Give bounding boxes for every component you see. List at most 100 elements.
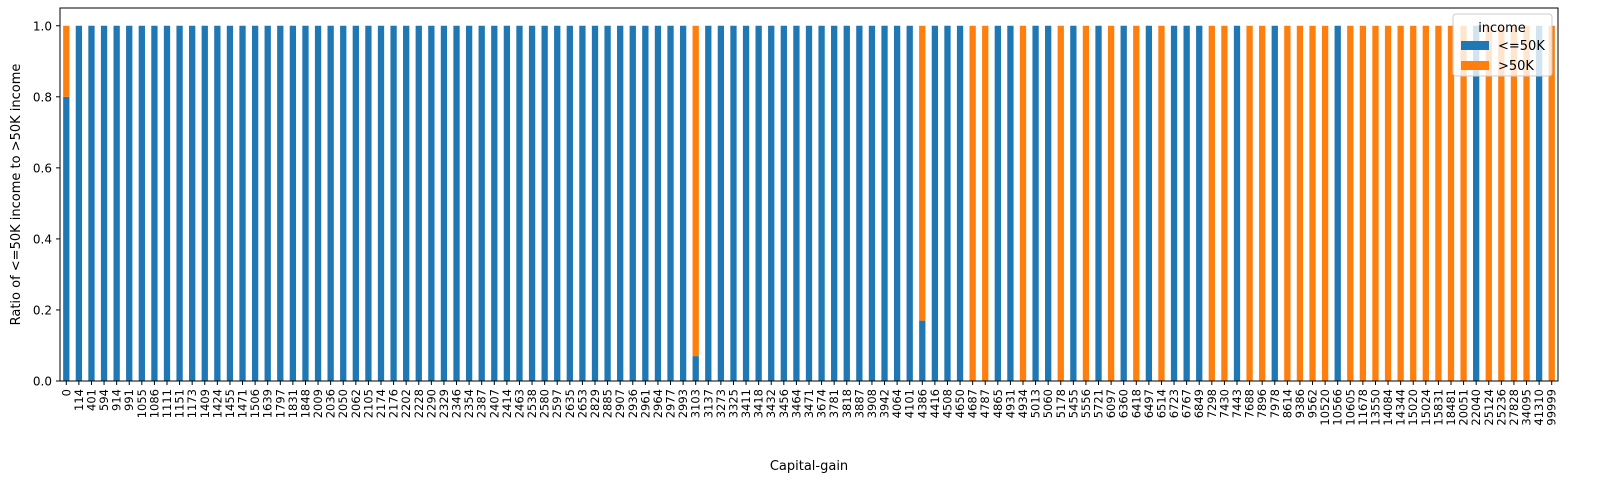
x-tick-label: 25124 xyxy=(1482,389,1496,426)
bar-le50k-2202 xyxy=(403,25,410,382)
x-tick-label: 4865 xyxy=(991,389,1005,418)
x-tick-label: 8614 xyxy=(1280,389,1294,418)
bar-gt50k-11678 xyxy=(1359,25,1367,382)
x-tick-label: 1471 xyxy=(236,389,250,418)
y-tick-label: 0.2 xyxy=(33,303,52,317)
bar-gt50k-0 xyxy=(63,25,70,97)
bar-le50k-1424 xyxy=(214,25,221,382)
bar-le50k-7443 xyxy=(1233,25,1241,382)
bar-le50k-6849 xyxy=(1196,25,1203,382)
bar-gt50k-15020 xyxy=(1410,25,1417,382)
x-tick-label: 7298 xyxy=(1205,389,1219,418)
bar-le50k-2290 xyxy=(428,25,435,382)
bar-gt50k-4934 xyxy=(1019,25,1027,382)
x-tick-label: 4687 xyxy=(966,389,980,418)
x-tick-label: 4386 xyxy=(915,389,929,418)
bar-le50k-4386 xyxy=(919,320,926,381)
bar-le50k-5721 xyxy=(1095,25,1102,382)
bar-le50k-5060 xyxy=(1045,25,1052,382)
bar-le50k-2635 xyxy=(566,25,573,382)
x-tick-label: 20051 xyxy=(1457,389,1471,426)
x-tick-label: 4416 xyxy=(928,389,942,418)
bar-gt50k-7896 xyxy=(1259,25,1266,382)
x-tick-label: 10605 xyxy=(1343,389,1357,426)
legend-swatch-gt50k xyxy=(1461,61,1489,70)
x-tick-label: 34095 xyxy=(1520,389,1534,426)
x-tick-label: 7688 xyxy=(1243,389,1257,418)
bar-le50k-2346 xyxy=(453,25,460,382)
x-tick-label: 6514 xyxy=(1154,389,1168,418)
bar-gt50k-15831 xyxy=(1435,25,1442,382)
x-tick-label: 3325 xyxy=(726,389,740,418)
x-tick-label: 2202 xyxy=(399,389,413,418)
x-tick-label: 3908 xyxy=(865,389,879,418)
x-tick-label: 10520 xyxy=(1318,389,1332,426)
bar-gt50k-4386 xyxy=(919,25,926,321)
y-tick-label: 0.0 xyxy=(33,375,52,389)
bar-gt50k-14344 xyxy=(1397,25,1404,382)
x-tick-label: 3137 xyxy=(701,389,715,418)
x-tick-label: 1086 xyxy=(147,389,161,418)
x-tick-label: 2414 xyxy=(500,389,514,418)
x-tick-label: 1639 xyxy=(261,389,275,418)
bar-gt50k-3103 xyxy=(692,25,699,357)
bar-le50k-2387 xyxy=(478,25,485,382)
x-tick-label: 1797 xyxy=(273,389,287,418)
bar-le50k-41310 xyxy=(1535,25,1543,382)
bar-le50k-2329 xyxy=(440,25,448,382)
bar-le50k-2062 xyxy=(352,25,359,382)
bar-gt50k-8614 xyxy=(1284,25,1291,382)
x-tick-label: 114 xyxy=(72,389,86,411)
bar-gt50k-13550 xyxy=(1372,25,1379,382)
bar-le50k-1055 xyxy=(138,25,145,382)
bar-le50k-2936 xyxy=(629,25,636,382)
bar-le50k-2977 xyxy=(667,25,674,382)
x-tick-label: 1055 xyxy=(135,389,149,418)
bar-le50k-4064 xyxy=(893,25,901,382)
x-tick-label: 3464 xyxy=(789,389,803,418)
bar-le50k-6723 xyxy=(1170,25,1178,382)
x-axis-label: Capital-gain xyxy=(770,459,848,474)
bar-le50k-3471 xyxy=(805,25,813,382)
x-tick-label: 3781 xyxy=(827,389,841,418)
x-tick-label: 1831 xyxy=(286,389,300,418)
x-tick-label: 6497 xyxy=(1142,389,1156,418)
x-tick-label: 5556 xyxy=(1079,389,1093,418)
bar-gt50k-6097 xyxy=(1107,25,1115,382)
x-tick-label: 2354 xyxy=(462,389,476,418)
bar-le50k-1173 xyxy=(189,25,196,382)
x-tick-label: 2961 xyxy=(638,389,652,418)
y-tick-label: 0.6 xyxy=(33,161,52,175)
x-tick-label: 594 xyxy=(97,389,111,411)
x-tick-label: 2907 xyxy=(613,389,627,418)
bar-le50k-2538 xyxy=(528,25,536,382)
bar-le50k-3103 xyxy=(692,356,699,381)
y-tick-label: 0.4 xyxy=(33,232,52,246)
x-tick-label: 3103 xyxy=(689,389,703,418)
x-tick-label: 1424 xyxy=(210,389,224,418)
x-tick-label: 1173 xyxy=(185,389,199,418)
bar-le50k-3456 xyxy=(780,25,787,382)
bar-le50k-5013 xyxy=(1032,25,1039,382)
x-tick-label: 3456 xyxy=(777,389,791,418)
bar-le50k-3418 xyxy=(755,25,762,382)
bar-gt50k-4687 xyxy=(969,25,976,382)
bar-le50k-4101 xyxy=(906,25,913,382)
bar-le50k-914 xyxy=(113,25,120,382)
x-tick-label: 2829 xyxy=(588,389,602,418)
bar-le50k-2885 xyxy=(604,25,611,382)
bar-le50k-1797 xyxy=(277,25,284,382)
x-tick-label: 991 xyxy=(122,389,136,411)
x-tick-label: 15020 xyxy=(1406,389,1420,426)
bar-le50k-3781 xyxy=(831,25,838,382)
bar-gt50k-18481 xyxy=(1447,25,1455,382)
x-axis: 0114401594914991105510861111115111731409… xyxy=(59,381,1559,426)
x-tick-label: 3273 xyxy=(714,389,728,418)
bars-group xyxy=(63,25,1555,382)
bar-le50k-3674 xyxy=(818,25,825,382)
bar-le50k-2174 xyxy=(377,25,385,382)
x-tick-label: 5060 xyxy=(1041,389,1055,418)
bar-gt50k-5556 xyxy=(1082,25,1090,382)
